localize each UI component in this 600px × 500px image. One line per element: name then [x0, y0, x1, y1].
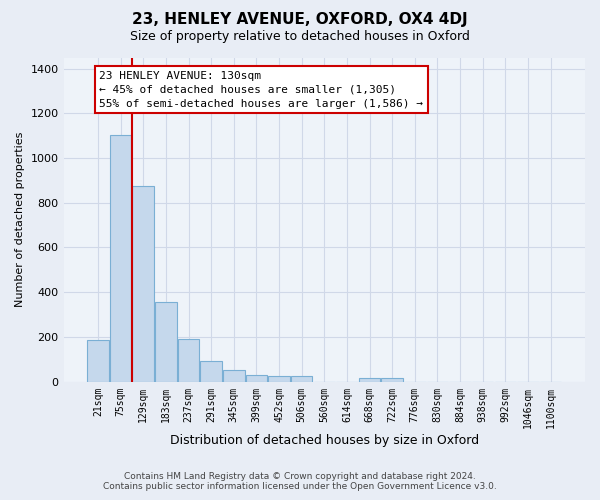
Bar: [87, 340, 109, 382]
Bar: [133, 186, 154, 382]
Y-axis label: Number of detached properties: Number of detached properties: [15, 132, 25, 307]
Bar: [178, 339, 199, 382]
Bar: [268, 376, 290, 382]
Text: 23 HENLEY AVENUE: 130sqm
← 45% of detached houses are smaller (1,305)
55% of sem: 23 HENLEY AVENUE: 130sqm ← 45% of detach…: [99, 71, 423, 109]
Bar: [382, 378, 403, 382]
Text: Contains HM Land Registry data © Crown copyright and database right 2024.
Contai: Contains HM Land Registry data © Crown c…: [103, 472, 497, 491]
Bar: [155, 302, 176, 382]
X-axis label: Distribution of detached houses by size in Oxford: Distribution of detached houses by size …: [170, 434, 479, 448]
Bar: [110, 134, 131, 382]
Bar: [223, 370, 245, 382]
Bar: [291, 376, 313, 382]
Bar: [359, 378, 380, 382]
Bar: [245, 375, 267, 382]
Bar: [200, 362, 222, 382]
Text: 23, HENLEY AVENUE, OXFORD, OX4 4DJ: 23, HENLEY AVENUE, OXFORD, OX4 4DJ: [132, 12, 468, 27]
Text: Size of property relative to detached houses in Oxford: Size of property relative to detached ho…: [130, 30, 470, 43]
